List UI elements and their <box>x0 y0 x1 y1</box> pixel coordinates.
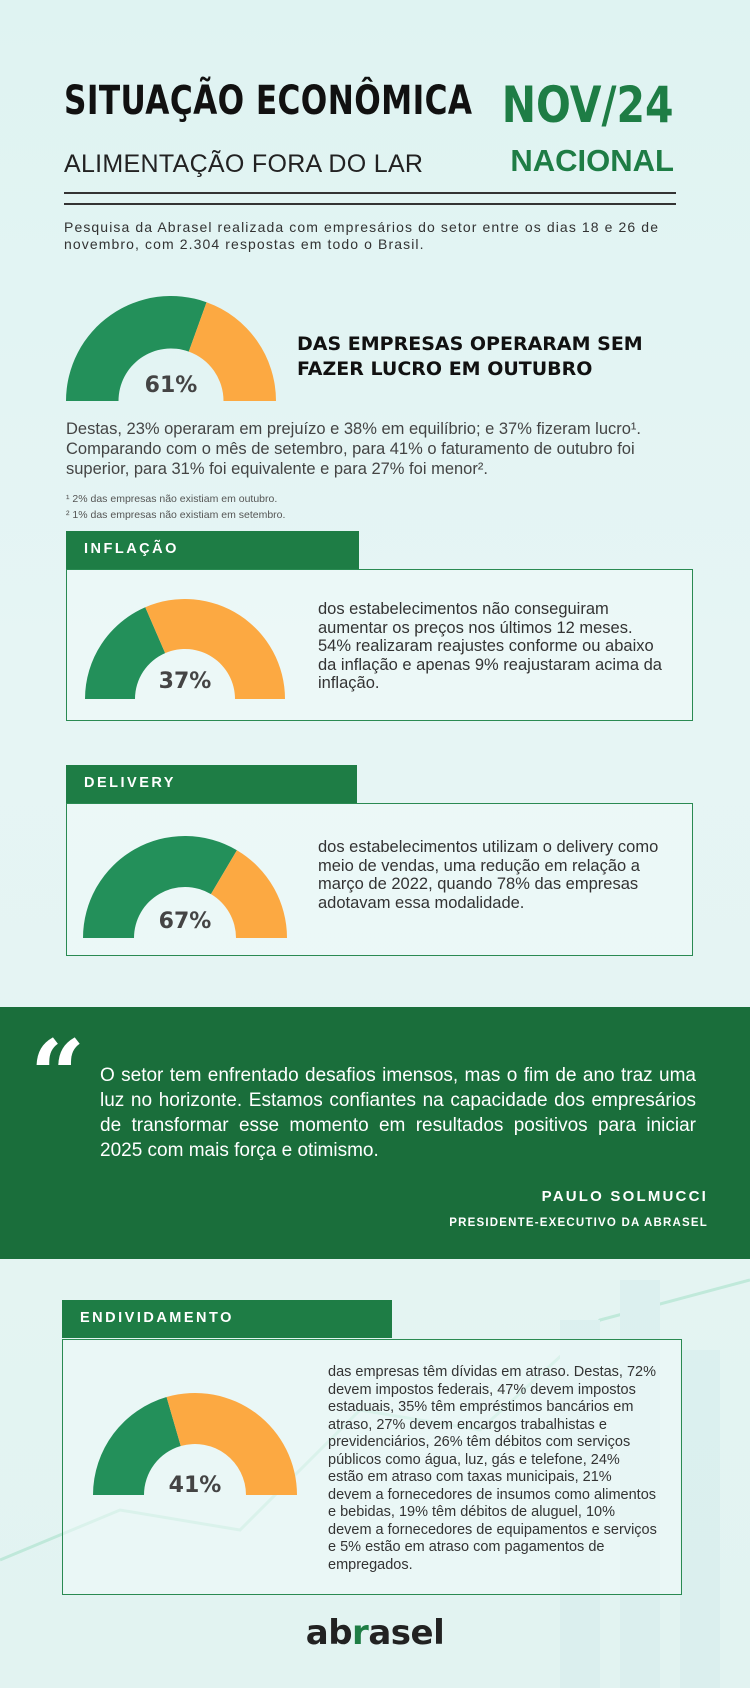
quote-mark-icon: “ <box>30 1019 86 1132</box>
delivery-text: dos estabelecimentos utilizam o delivery… <box>318 838 659 912</box>
footnote-2: ² 1% das empresas não existiam em setemb… <box>66 509 286 521</box>
inflation-text: dos estabelecimentos não conseguiram aum… <box>318 600 662 692</box>
debt-text: das empresas têm dívidas em atraso. Dest… <box>328 1364 657 1573</box>
debt-tab: ENDIVIDAMENTO <box>62 1300 392 1338</box>
debt-percent: 41% <box>168 1473 222 1498</box>
profit-paragraph: Destas, 23% operaram em prejuízo e 38% e… <box>66 420 642 478</box>
header-divider-top <box>64 192 676 194</box>
delivery-percent: 67% <box>158 909 212 934</box>
inflation-tab: INFLAÇÃO <box>66 531 359 569</box>
quote-band <box>0 1007 750 1259</box>
delivery-gauge: 67% <box>83 834 287 938</box>
gauge-green-segment <box>66 296 207 401</box>
scope-label: NACIONAL <box>510 143 674 178</box>
debt-card: 41% das empresas têm dívidas em atraso. … <box>62 1339 682 1595</box>
logo-text-accent: r <box>352 1613 369 1653</box>
delivery-card: 67% dos estabelecimentos utilizam o deli… <box>66 803 693 956</box>
quote-text: O setor tem enfrentado desafios imensos,… <box>100 1065 696 1161</box>
gauge-orange-segment <box>210 850 287 938</box>
period-label: NOV/24 <box>502 76 674 134</box>
gauge-orange-segment <box>166 1393 297 1495</box>
logo-text-start: ab <box>305 1613 353 1653</box>
profit-headline: DAS EMPRESAS OPERARAM SEM FAZER LUCRO EM… <box>297 333 643 380</box>
gauge-green-segment <box>93 1397 181 1495</box>
debt-gauge: 41% <box>93 1391 297 1498</box>
footnote-1: ¹ 2% das empresas não existiam em outubr… <box>66 493 278 505</box>
page-subtitle: ALIMENTAÇÃO FORA DO LAR <box>64 150 424 178</box>
quote-author-role: PRESIDENTE-EXECUTIVO DA ABRASEL <box>449 1217 708 1229</box>
header-divider-bottom <box>64 203 676 205</box>
profit-percent: 61% <box>144 373 198 398</box>
survey-intro: Pesquisa da Abrasel realizada com empres… <box>64 219 660 252</box>
inflation-gauge: 37% <box>85 597 285 699</box>
gauge-green-segment <box>85 607 166 699</box>
delivery-tab: DELIVERY <box>66 765 357 803</box>
gauge-green-segment <box>83 836 237 938</box>
inflation-percent: 37% <box>158 669 212 694</box>
logo-text-end: asel <box>368 1613 445 1653</box>
gauge-orange-segment <box>145 599 285 699</box>
abrasel-logo: abrasel <box>0 1613 750 1653</box>
page-title: SITUAÇÃO ECONÔMICA <box>64 78 473 124</box>
inflation-card: 37% dos estabelecimentos não conseguiram… <box>66 569 693 721</box>
quote-author: PAULO SOLMUCCI <box>541 1188 708 1205</box>
gauge-orange-segment <box>188 302 276 401</box>
profit-gauge: 61% <box>66 295 276 401</box>
